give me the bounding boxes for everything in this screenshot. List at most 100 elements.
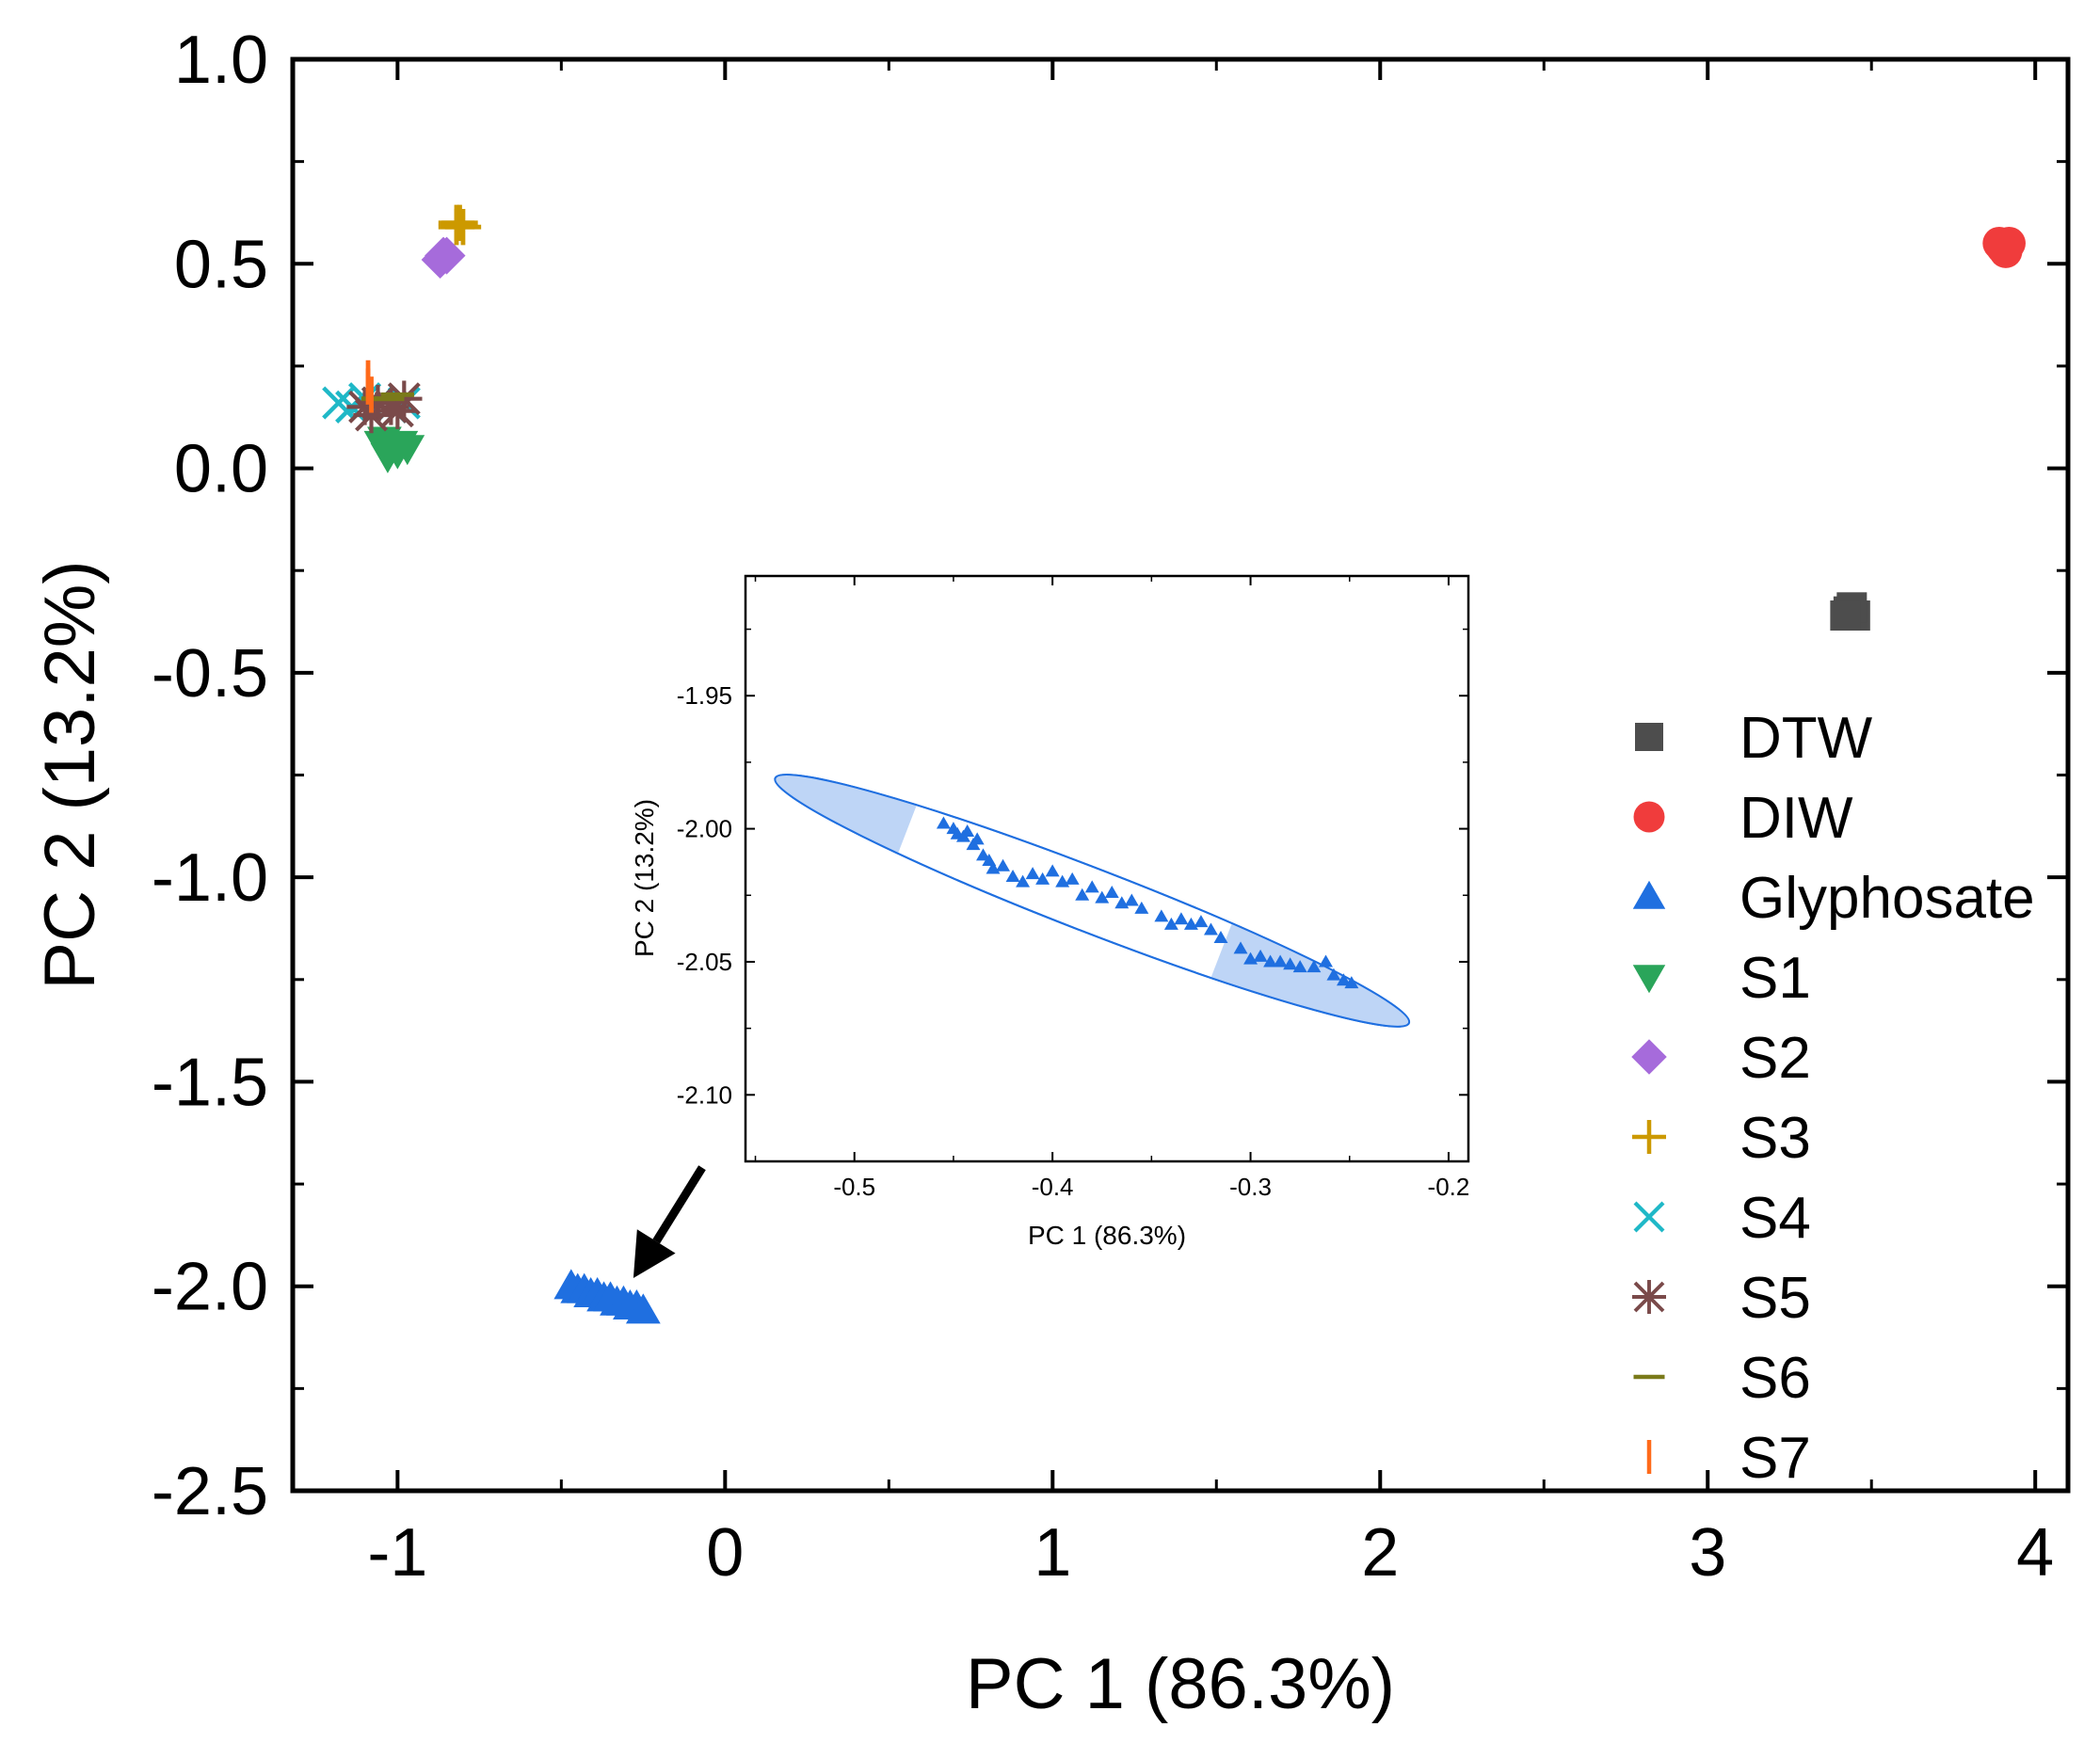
main-y-tick-label: -0.5 [152, 636, 268, 712]
inset-point-glyphosate [970, 832, 985, 845]
inset-point-glyphosate [1154, 909, 1169, 922]
inset-y-ticks: -1.95 -2.00 -2.05 -2.10 [677, 628, 1468, 1109]
legend-marker-s2 [1631, 1039, 1667, 1075]
inset-y-tick-label: -2.05 [677, 948, 732, 976]
inset-point-glyphosate [1336, 973, 1351, 986]
inset-plot-frame [744, 574, 1470, 1163]
inset-point-glyphosate [1203, 922, 1218, 935]
legend-label-s5: S5 [1739, 1266, 1811, 1331]
inset-point-glyphosate [960, 824, 975, 837]
series-s1 [363, 426, 425, 473]
inset-point-glyphosate [1344, 976, 1359, 989]
legend-item-s4: S4 [1633, 1186, 1811, 1251]
main-y-tick-label: -1.5 [152, 1045, 268, 1120]
main-x-ticks: -1 0 1 2 3 4 [367, 59, 2054, 1591]
inset-point-glyphosate [1104, 885, 1119, 898]
inset-point-glyphosate [1075, 887, 1090, 901]
main-y-ticks: 1.0 0.5 0.0 -0.5 -1.0 -1.5 -2.0 -2.5 [152, 23, 2068, 1529]
legend-item-s2: S2 [1631, 1026, 1811, 1091]
inset-point-glyphosate [936, 816, 951, 829]
inset-point-glyphosate [1025, 867, 1040, 880]
main-x-tick-label: 3 [1689, 1515, 1726, 1591]
inset-point-glyphosate [1095, 890, 1110, 903]
arrow-head [633, 1229, 676, 1279]
point-s5 [353, 396, 390, 434]
series-dtw [1830, 592, 1870, 632]
legend-label-glyphosate: Glyphosate [1739, 866, 2035, 931]
point-s1 [367, 426, 402, 457]
legend-marker-s1 [1632, 965, 1666, 994]
legend-label-s2: S2 [1739, 1026, 1811, 1091]
legend-marker-s5 [1632, 1280, 1666, 1314]
main-y-tick-label: 0.5 [174, 227, 268, 302]
inset-point-glyphosate [1016, 874, 1031, 887]
inset-point-glyphosate [1163, 917, 1178, 930]
series-s2 [421, 236, 466, 279]
main-data-layer [322, 204, 2026, 1324]
point-s2 [421, 240, 459, 279]
inset-x-tick-label: -0.4 [1032, 1173, 1074, 1201]
inset-point-glyphosate [1124, 893, 1139, 906]
inset-point-glyphosate [1253, 949, 1268, 962]
legend-label-s7: S7 [1739, 1426, 1811, 1491]
main-x-tick-label: 1 [1034, 1515, 1071, 1591]
inset-y-tick-label: -1.95 [677, 681, 732, 710]
main-x-tick-label: 4 [2016, 1515, 2054, 1591]
legend-item-dtw: DTW [1635, 706, 1873, 771]
legend-item-s6: S6 [1633, 1346, 1811, 1411]
inset-point-glyphosate [1292, 960, 1307, 973]
legend-label-diw: DIW [1739, 786, 1853, 851]
inset-point-glyphosate [1174, 912, 1189, 925]
main-x-tick-label: 2 [1361, 1515, 1399, 1591]
legend-marker-glyphosate [1632, 880, 1666, 909]
inset-point-glyphosate [976, 848, 990, 861]
inset-point-glyphosate [1233, 941, 1248, 954]
series-diw [1982, 226, 2026, 268]
zoom-arrow [633, 1165, 706, 1279]
legend-label-s3: S3 [1739, 1106, 1811, 1171]
inset-x-ticks: -0.5 -0.4 -0.3 -0.2 [754, 576, 1470, 1201]
main-y-tick-label: -1.0 [152, 840, 268, 916]
inset-glyphosate-points [936, 816, 1359, 989]
inset-point-glyphosate [1134, 901, 1149, 914]
main-x-tick-label: 0 [706, 1515, 744, 1591]
legend-label-dtw: DTW [1739, 706, 1873, 771]
point-s3 [444, 208, 482, 246]
series-s7 [365, 360, 374, 413]
confidence-ellipse-outline [774, 774, 1411, 1028]
inset-point-glyphosate [996, 858, 1011, 872]
inset-x-tick-label: -0.3 [1229, 1173, 1272, 1201]
inset-point-glyphosate [1005, 870, 1020, 883]
legend: DTW DIW Glyphosate S1 S2 S3 S4 S5 S6 S7 [1631, 706, 2035, 1491]
inset-point-glyphosate [1319, 954, 1333, 967]
point-s5 [379, 392, 416, 429]
inset-x-tick-label: -0.2 [1428, 1173, 1470, 1201]
legend-label-s6: S6 [1739, 1346, 1811, 1411]
inset-x-axis-title: PC 1 (86.3%) [1028, 1221, 1186, 1250]
inset-point-glyphosate [1084, 880, 1099, 893]
inset-point-glyphosate [1326, 967, 1341, 981]
inset-point-glyphosate [1035, 872, 1050, 885]
point-glyphosate [625, 1293, 661, 1324]
inset-plot: -0.5 -0.4 -0.3 -0.2 -1.95 -2.00 -2.05 -2.10 PC… [630, 574, 1470, 1250]
legend-marker-s3 [1632, 1120, 1666, 1154]
arrow-shaft [652, 1165, 706, 1244]
legend-item-s5: S5 [1632, 1266, 1811, 1331]
inset-x-tick-label: -0.5 [833, 1173, 875, 1201]
main-y-tick-label: 1.0 [174, 23, 268, 98]
inset-background [745, 576, 1468, 1161]
legend-label-s1: S1 [1739, 946, 1811, 1011]
main-y-tick-label: 0.0 [174, 432, 268, 507]
point-s3 [438, 204, 475, 242]
inset-point-glyphosate [1065, 872, 1080, 885]
inset-point-glyphosate [1306, 960, 1322, 973]
series-glyphosate [553, 1269, 661, 1324]
inset-point-glyphosate [1213, 931, 1228, 944]
inset-y-axis-title: PC 2 (13.2%) [630, 799, 659, 957]
point-s1 [390, 435, 425, 466]
legend-item-glyphosate: Glyphosate [1632, 866, 2035, 931]
inset-point-glyphosate [1194, 915, 1209, 928]
legend-marker-dtw [1635, 723, 1663, 751]
point-dtw [1830, 600, 1861, 632]
